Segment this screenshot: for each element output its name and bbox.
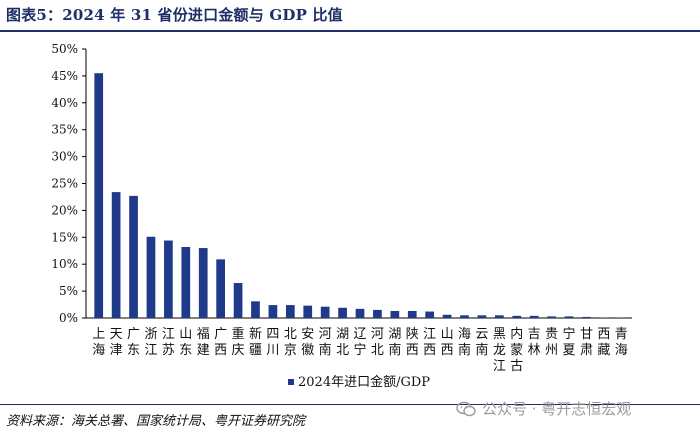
bar-重庆 bbox=[233, 283, 243, 318]
x-category-label: 新疆 bbox=[249, 326, 262, 358]
y-tick-label: 40% bbox=[51, 96, 78, 110]
bar-贵州 bbox=[547, 316, 556, 318]
bar-浙江 bbox=[146, 236, 156, 318]
chart-legend: 2024年进口金额/GDP bbox=[288, 374, 430, 390]
bar-新疆 bbox=[251, 301, 260, 318]
x-category-label: 宁夏 bbox=[563, 326, 576, 358]
x-category-label: 吉林 bbox=[528, 327, 541, 358]
x-category-label: 辽宁 bbox=[353, 327, 366, 358]
bar-吉林 bbox=[529, 315, 539, 318]
x-category-label: 青海 bbox=[615, 327, 628, 358]
bar-陕西 bbox=[407, 311, 417, 318]
bar-江苏 bbox=[164, 240, 173, 318]
bar-河北 bbox=[373, 309, 382, 318]
x-category-label: 贵州 bbox=[545, 327, 558, 358]
x-category-label: 河南 bbox=[319, 327, 332, 358]
y-tick-label: 15% bbox=[51, 230, 78, 244]
x-category-label: 福建 bbox=[197, 327, 210, 358]
bar-上海 bbox=[94, 73, 104, 319]
bar-西藏 bbox=[599, 317, 609, 318]
bar-广西 bbox=[216, 259, 225, 318]
x-category-label: 云南 bbox=[475, 327, 488, 358]
x-category-label: 西藏 bbox=[597, 327, 610, 358]
y-tick-label: 5% bbox=[59, 284, 78, 298]
y-axis-ticks: 0% 5% 10% 15% 20% 25% 30% 35% 40% 45% 50% bbox=[51, 42, 86, 325]
x-category-label: 湖南 bbox=[388, 327, 401, 358]
y-tick-label: 45% bbox=[51, 69, 78, 83]
x-category-label: 山西 bbox=[441, 327, 454, 358]
bar-云南 bbox=[477, 315, 487, 318]
footer-divider bbox=[0, 404, 700, 405]
x-category-label: 江苏 bbox=[162, 327, 175, 358]
x-category-label: 黑龙江 bbox=[493, 327, 506, 374]
bar-北京 bbox=[285, 305, 295, 318]
x-category-label: 甘肃 bbox=[580, 327, 593, 358]
y-tick-label: 0% bbox=[59, 311, 78, 325]
x-category-label: 重庆 bbox=[232, 326, 245, 358]
x-category-label: 上海 bbox=[92, 327, 105, 358]
x-category-label: 天津 bbox=[110, 327, 123, 358]
watermark-text: 公众号 · 粤开志恒宏观 bbox=[482, 400, 632, 418]
y-tick-label: 10% bbox=[51, 257, 78, 271]
bar-series bbox=[94, 73, 626, 319]
bar-青海 bbox=[616, 317, 626, 318]
x-category-label: 四川 bbox=[266, 327, 279, 358]
x-category-label: 江西 bbox=[423, 327, 436, 358]
wechat-icon bbox=[456, 401, 476, 416]
x-category-label: 内蒙古 bbox=[510, 326, 523, 374]
bar-内蒙古 bbox=[512, 315, 522, 318]
bar-宁夏 bbox=[564, 316, 574, 318]
bar-河南 bbox=[320, 306, 330, 318]
y-tick-label: 20% bbox=[51, 203, 78, 217]
legend-label: 2024年进口金额/GDP bbox=[298, 374, 430, 390]
x-category-label: 山东 bbox=[179, 327, 192, 358]
x-category-label: 浙江 bbox=[144, 327, 157, 358]
bar-湖北 bbox=[338, 307, 347, 318]
bar-海南 bbox=[460, 315, 469, 318]
bar-四川 bbox=[268, 305, 278, 318]
chart-title: 图表5：2024 年 31 省份进口金额与 GDP 比值 bbox=[6, 6, 343, 24]
bar-江西 bbox=[425, 311, 435, 318]
bar-广东 bbox=[129, 195, 138, 318]
x-category-label: 陕西 bbox=[406, 327, 419, 358]
source-note: 资料来源：海关总署、国家统计局、粤开证券研究院 bbox=[6, 414, 306, 429]
legend-swatch bbox=[288, 379, 294, 385]
x-category-label: 广东 bbox=[127, 327, 140, 358]
x-axis-labels: 上海天津广东浙江江苏山东福建广西重庆新疆四川北京安徽河南湖北辽宁河北湖南陕西江西… bbox=[92, 326, 628, 374]
title-divider bbox=[0, 30, 700, 32]
x-category-label: 广西 bbox=[214, 327, 227, 358]
x-category-label: 海南 bbox=[458, 327, 471, 358]
y-tick-label: 35% bbox=[51, 123, 78, 137]
x-category-label: 河北 bbox=[371, 327, 384, 358]
bar-黑龙江 bbox=[495, 315, 504, 318]
x-category-label: 安徽 bbox=[301, 327, 314, 358]
x-category-label: 湖北 bbox=[336, 327, 349, 358]
y-tick-label: 50% bbox=[51, 42, 78, 56]
bar-天津 bbox=[111, 192, 121, 318]
y-tick-label: 30% bbox=[51, 150, 78, 164]
bar-山东 bbox=[181, 246, 191, 318]
bar-甘肃 bbox=[582, 316, 591, 318]
y-tick-label: 25% bbox=[51, 177, 78, 191]
bar-chart: 0% 5% 10% 15% 20% 25% 30% 35% 40% 45% 50% 上海天津广东浙江… bbox=[51, 42, 632, 390]
watermark: 公众号 · 粤开志恒宏观 bbox=[456, 398, 631, 419]
x-category-label: 北京 bbox=[284, 327, 297, 358]
bar-辽宁 bbox=[355, 308, 365, 318]
bar-湖南 bbox=[390, 311, 400, 318]
bar-山西 bbox=[442, 314, 452, 318]
bar-福建 bbox=[198, 248, 208, 318]
bar-安徽 bbox=[303, 305, 313, 318]
